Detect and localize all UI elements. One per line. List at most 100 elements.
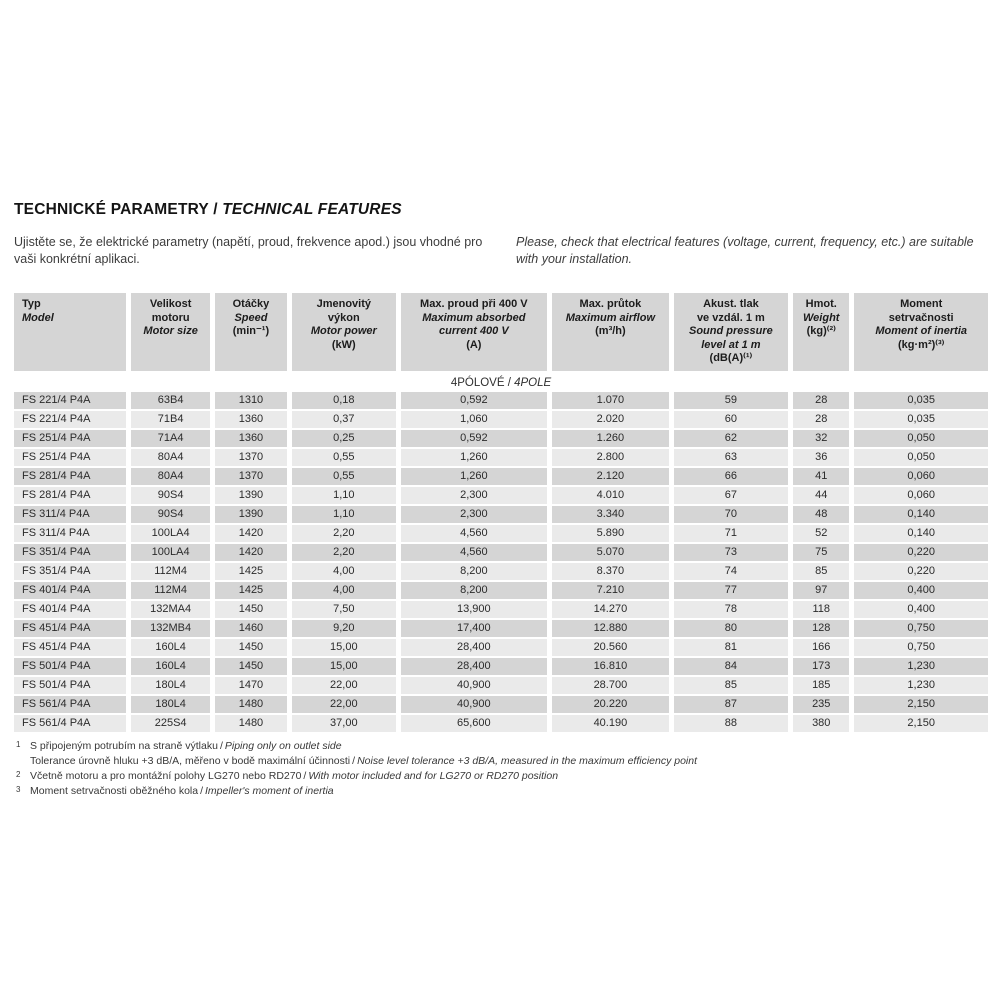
value-cell: 0,050 [854,449,988,466]
column-header-model: Typ Model [14,293,127,371]
value-cell: 0,25 [292,430,396,447]
footnote-separator: / [200,785,204,797]
spec-table: Typ Model Velikost motoru Motor size Otáčky S… [9,291,993,734]
value-cell: 1450 [214,639,288,656]
value-cell: 2,20 [292,544,396,561]
value-cell: 90S4 [131,506,210,523]
value-cell: 60 [673,411,789,428]
value-cell: 1370 [214,449,288,466]
value-cell: 63 [673,449,789,466]
table-section-row: 4PÓLOVÉ / 4POLE [14,373,988,390]
value-cell: 75 [793,544,850,561]
column-header-weight: Hmot. Weight (kg)⁽²⁾ [793,293,850,371]
value-cell: 77 [673,582,789,599]
value-cell: 1390 [214,506,288,523]
value-cell: 85 [793,563,850,580]
footnote-separator: / [352,755,356,767]
value-cell: 100LA4 [131,544,210,561]
value-cell: 1,060 [400,411,548,428]
column-header-sound-pressure: Akust. tlak ve vzdál. 1 m Sound pressure … [673,293,789,371]
value-cell: 380 [793,715,850,732]
value-cell: 0,220 [854,544,988,561]
model-cell: FS 281/4 P4A [14,468,127,485]
value-cell: 2,300 [400,506,548,523]
model-cell: FS 251/4 P4A [14,430,127,447]
footnote-text-cs: Moment setrvačnosti oběžného kola [30,785,199,797]
value-cell: 74 [673,563,789,580]
value-cell: 0,592 [400,392,548,409]
value-cell: 80A4 [131,468,210,485]
value-cell: 5.890 [552,525,669,542]
intro-paragraph-cs: Ujistěte se, že elektrické parametry (na… [14,235,483,266]
value-cell: 80 [673,620,789,637]
column-header-motor-size-en: Motor size [143,325,198,337]
page-title: TECHNICKÉ PARAMETRY / TECHNICAL FEATURES [14,201,402,219]
model-cell: FS 561/4 P4A [14,696,127,713]
value-cell: 85 [673,677,789,694]
value-cell: 78 [673,601,789,618]
value-cell: 37,00 [292,715,396,732]
column-header-max-current-unit: (A) [466,338,482,351]
model-cell: FS 311/4 P4A [14,506,127,523]
value-cell: 1,10 [292,506,396,523]
value-cell: 22,00 [292,696,396,713]
model-cell: FS 561/4 P4A [14,715,127,732]
column-header-motor-power-en: Motor power [310,325,377,337]
footnote-text-en: Noise level tolerance +3 dB/A, measured … [357,755,698,767]
table-row: FS 351/4 P4A 100LA4 1420 2,20 4,560 5.070 73 75… [14,544,988,561]
table-row: FS 221/4 P4A 63B4 1310 0,18 0,592 1.070 59 28 0,… [14,392,988,409]
footnote-text-cs: Včetně motoru a pro montážní polohy LG27… [30,770,302,782]
value-cell: 0,060 [854,468,988,485]
value-cell: 44 [793,487,850,504]
value-cell: 1,260 [400,468,548,485]
value-cell: 80A4 [131,449,210,466]
table-row: FS 561/4 P4A 180L4 1480 22,00 40,900 20.220 87… [14,696,988,713]
value-cell: 185 [793,677,850,694]
column-header-max-airflow-unit: (m³/h) [595,325,626,337]
value-cell: 0,400 [854,601,988,618]
value-cell: 81 [673,639,789,656]
footnote-marker: 1 [16,740,21,749]
value-cell: 41 [793,468,850,485]
value-cell: 90S4 [131,487,210,504]
value-cell: 0,140 [854,525,988,542]
section-label-en: 4POLE [514,376,552,389]
value-cell: 0,18 [292,392,396,409]
value-cell: 28 [793,411,850,428]
column-header-model-cs: Typ [22,298,41,310]
footnote-line: 1 S připojeným potrubím na straně výtlaku… [16,739,984,754]
column-header-sound-pressure-cs: Akust. tlak ve vzdál. 1 m [696,298,765,324]
value-cell: 40.190 [552,715,669,732]
value-cell: 73 [673,544,789,561]
value-cell: 1450 [214,601,288,618]
column-header-motor-power-unit: (kW) [331,338,356,351]
value-cell: 1360 [214,430,288,447]
value-cell: 0,035 [854,411,988,428]
value-cell: 160L4 [131,639,210,656]
column-header-max-airflow: Max. průtok Maximum airflow (m³/h) [552,293,669,371]
value-cell: 2.120 [552,468,669,485]
model-cell: FS 451/4 P4A [14,620,127,637]
table-row: FS 451/4 P4A 132MB4 1460 9,20 17,400 12.880 80… [14,620,988,637]
page-title-cs: TECHNICKÉ PARAMETRY / [14,201,218,218]
value-cell: 2,150 [854,715,988,732]
model-cell: FS 401/4 P4A [14,601,127,618]
value-cell: 62 [673,430,789,447]
value-cell: 14.270 [552,601,669,618]
value-cell: 2,20 [292,525,396,542]
table-row: FS 351/4 P4A 112M4 1425 4,00 8,200 8.370 74 85 0… [14,563,988,580]
value-cell: 67 [673,487,789,504]
value-cell: 0,55 [292,449,396,466]
value-cell: 128 [793,620,850,637]
table-row: FS 251/4 P4A 80A4 1370 0,55 1,260 2.800 63 36 0,… [14,449,988,466]
value-cell: 40,900 [400,696,548,713]
value-cell: 4.010 [552,487,669,504]
column-header-weight-unit: (kg)⁽²⁾ [806,325,836,337]
column-header-motor-power: Jmenovitý výkon Motor power (kW) [292,293,396,371]
table-row: FS 561/4 P4A 225S4 1480 37,00 65,600 40.190 88… [14,715,988,732]
model-cell: FS 351/4 P4A [14,544,127,561]
value-cell: 59 [673,392,789,409]
value-cell: 87 [673,696,789,713]
column-header-sound-pressure-unit: (dB(A)⁽¹⁾ [709,352,753,364]
value-cell: 1480 [214,715,288,732]
